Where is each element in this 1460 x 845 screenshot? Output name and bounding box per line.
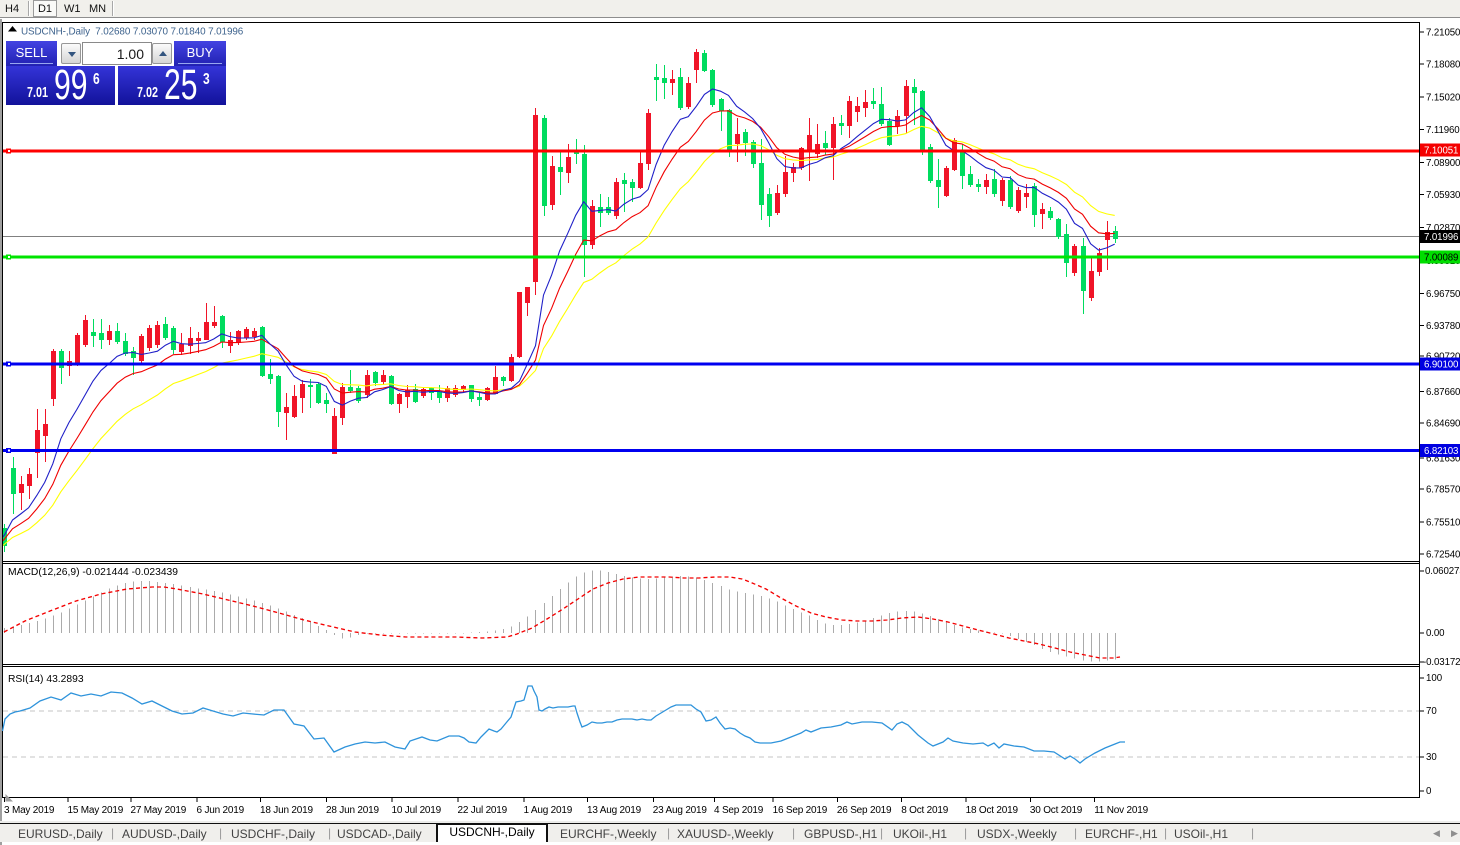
svg-text:27 May 2019: 27 May 2019 bbox=[131, 805, 187, 816]
svg-text:15 May 2019: 15 May 2019 bbox=[68, 805, 124, 816]
svg-text:6 Jun 2019: 6 Jun 2019 bbox=[197, 805, 245, 816]
svg-text:6.87660: 6.87660 bbox=[1426, 387, 1460, 398]
svg-text:7.00089: 7.00089 bbox=[1424, 253, 1458, 264]
svg-text:0: 0 bbox=[1426, 786, 1432, 797]
svg-text:7.08900: 7.08900 bbox=[1426, 158, 1460, 169]
svg-text:MACD(12,26,9) -0.021444 -0.023: MACD(12,26,9) -0.021444 -0.023439 bbox=[8, 567, 178, 578]
svg-text:RSI(14) 43.2893: RSI(14) 43.2893 bbox=[8, 674, 84, 685]
svg-text:-0.03172: -0.03172 bbox=[1423, 657, 1460, 668]
svg-text:6.75510: 6.75510 bbox=[1426, 518, 1460, 529]
svg-text:7.01996: 7.01996 bbox=[1424, 232, 1458, 243]
svg-text:0.060273: 0.060273 bbox=[1425, 566, 1460, 577]
svg-text:7.21050: 7.21050 bbox=[1426, 27, 1460, 38]
svg-text:4 Sep 2019: 4 Sep 2019 bbox=[714, 805, 764, 816]
svg-text:7.15020: 7.15020 bbox=[1426, 92, 1460, 103]
svg-text:100: 100 bbox=[1426, 673, 1443, 684]
svg-text:3 May 2019: 3 May 2019 bbox=[4, 805, 55, 816]
svg-text:7.10051: 7.10051 bbox=[1424, 146, 1458, 157]
svg-text:18 Jun 2019: 18 Jun 2019 bbox=[260, 805, 313, 816]
svg-text:USDCNH-,Daily 7.02680 7.03070: USDCNH-,Daily 7.02680 7.03070 7.01840 7.… bbox=[21, 27, 244, 38]
svg-text:6.90720: 6.90720 bbox=[1426, 352, 1460, 363]
svg-text:6.93780: 6.93780 bbox=[1426, 321, 1460, 332]
svg-text:7.02870: 7.02870 bbox=[1426, 223, 1460, 234]
svg-text:6.72540: 6.72540 bbox=[1426, 550, 1460, 561]
svg-text:23 Aug 2019: 23 Aug 2019 bbox=[653, 805, 708, 816]
svg-text:6.81630: 6.81630 bbox=[1426, 454, 1460, 465]
svg-text:22 Jul 2019: 22 Jul 2019 bbox=[458, 805, 508, 816]
svg-text:10 Jul 2019: 10 Jul 2019 bbox=[392, 805, 442, 816]
svg-text:7.18080: 7.18080 bbox=[1426, 59, 1460, 70]
svg-text:7.05930: 7.05930 bbox=[1426, 190, 1460, 201]
svg-text:7.11960: 7.11960 bbox=[1426, 125, 1460, 136]
svg-text:30: 30 bbox=[1426, 752, 1437, 763]
svg-text:16 Sep 2019: 16 Sep 2019 bbox=[773, 805, 828, 816]
svg-text:11 Nov 2019: 11 Nov 2019 bbox=[1094, 805, 1148, 816]
svg-text:70: 70 bbox=[1426, 706, 1437, 717]
svg-text:18 Oct 2019: 18 Oct 2019 bbox=[966, 805, 1019, 816]
svg-text:30 Oct 2019: 30 Oct 2019 bbox=[1030, 805, 1083, 816]
svg-text:13 Aug 2019: 13 Aug 2019 bbox=[587, 805, 642, 816]
svg-text:1 Aug 2019: 1 Aug 2019 bbox=[524, 805, 573, 816]
svg-text:0.00: 0.00 bbox=[1426, 628, 1445, 639]
svg-text:6.84690: 6.84690 bbox=[1426, 419, 1460, 430]
svg-text:6.96750: 6.96750 bbox=[1426, 289, 1460, 300]
svg-text:6.78570: 6.78570 bbox=[1426, 485, 1460, 496]
svg-text:6.90100: 6.90100 bbox=[1424, 360, 1459, 371]
svg-text:28 Jun 2019: 28 Jun 2019 bbox=[326, 805, 379, 816]
svg-text:8 Oct 2019: 8 Oct 2019 bbox=[901, 805, 949, 816]
svg-text:6.82103: 6.82103 bbox=[1424, 446, 1458, 457]
svg-text:26 Sep 2019: 26 Sep 2019 bbox=[837, 805, 892, 816]
